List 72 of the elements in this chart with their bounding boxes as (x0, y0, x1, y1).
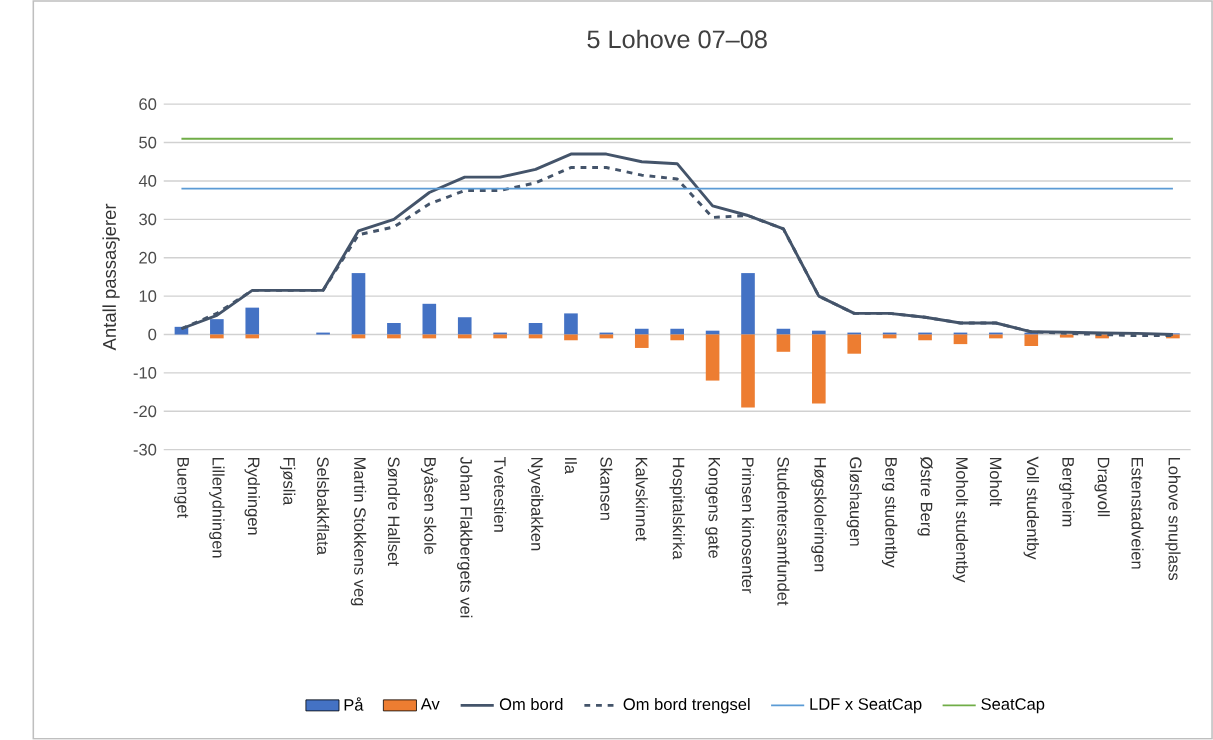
bar (245, 307, 260, 335)
x-tick-label: Buenget (174, 458, 189, 519)
y-axis-title: Antall passasjerer (102, 203, 120, 351)
legend-label: Av (420, 698, 440, 710)
x-tick-label: Kongens gate (705, 458, 720, 559)
bar (528, 323, 543, 335)
bar (1059, 334, 1074, 338)
x-tick-label: Nyveibakken (527, 458, 544, 551)
x-tick-label: Dragvoll (1094, 458, 1110, 517)
x-tick-label: Østre Berg (917, 457, 933, 536)
x-tick-label: Bergheim (1058, 458, 1075, 527)
bar (457, 317, 472, 335)
y-tick-label: 30 (139, 213, 157, 226)
x-tick-label: Martin Stokkens veg (350, 458, 367, 606)
bar (634, 328, 649, 335)
x-tick-label: Voll studentby (1023, 456, 1039, 560)
bar (847, 334, 862, 354)
x-tick-label: Rydningen (244, 458, 260, 535)
y-tick-label: -30 (133, 443, 157, 456)
bar (1024, 334, 1039, 347)
bar (210, 319, 224, 335)
bar (776, 334, 791, 352)
x-tick-label: Lillerydningen (209, 458, 225, 558)
legend-label: LDF x SeatCap (810, 698, 922, 714)
bar (776, 328, 791, 335)
legend-label: SeatCap (981, 698, 1045, 714)
bar (670, 328, 684, 335)
x-tick-label: Gløshaugen (846, 457, 862, 546)
x-tick-label: Tvetestien (494, 457, 507, 532)
x-tick-label: Hospitalskirka (669, 458, 685, 560)
chart-title: 5 Lohove 07–08 (587, 29, 767, 49)
bar (812, 334, 826, 404)
y-tick-label: 20 (139, 251, 157, 264)
x-tick-label: Berg studentby (881, 458, 898, 568)
bar (918, 334, 932, 341)
y-tick-label: 10 (139, 290, 157, 303)
x-tick-label: Moholt (989, 458, 1002, 507)
x-tick-label: Selsbakkflata (317, 457, 330, 556)
bar (741, 334, 755, 408)
bar (705, 334, 720, 381)
bar (351, 273, 366, 335)
y-tick-label: 50 (139, 136, 157, 149)
bar (422, 303, 437, 335)
x-tick-label: Lohove snuplass (1165, 458, 1181, 581)
legend-label: På (344, 697, 364, 711)
legend-label: Om bord trengsel (623, 698, 750, 714)
y-tick-label: -10 (133, 367, 157, 379)
y-tick-label: 60 (139, 98, 157, 111)
y-tick-label: 0 (148, 328, 157, 341)
x-tick-label: Høgskoleringen (811, 458, 827, 572)
x-tick-label: Byåsen skole (420, 458, 438, 555)
bar (634, 334, 649, 349)
y-tick-label: 40 (138, 175, 157, 187)
x-tick-label: Studentersamfundet (777, 457, 790, 606)
legend-label: Om bord (499, 698, 563, 711)
bar (812, 330, 826, 335)
bar (564, 313, 578, 335)
bar (670, 334, 684, 341)
x-tick-label: Kalvskinnet (635, 458, 648, 542)
bar (564, 334, 578, 341)
x-tick-label: Fjøslia (279, 458, 296, 506)
y-tick-label: -20 (133, 405, 157, 418)
x-tick-label: Skansen (600, 457, 613, 520)
bar (387, 323, 401, 335)
x-tick-label: Moholt studentby (952, 458, 969, 583)
x-tick-label: Johan Flakbergets vei (457, 456, 473, 618)
x-tick-label: Prinsen kinosenter (741, 458, 755, 594)
bar (705, 330, 720, 335)
x-tick-label: Søndre Hallset (387, 457, 401, 566)
bar (741, 273, 755, 335)
x-tick-label: Estenstadveien (1131, 458, 1144, 569)
x-tick-label: Ila (564, 458, 578, 475)
